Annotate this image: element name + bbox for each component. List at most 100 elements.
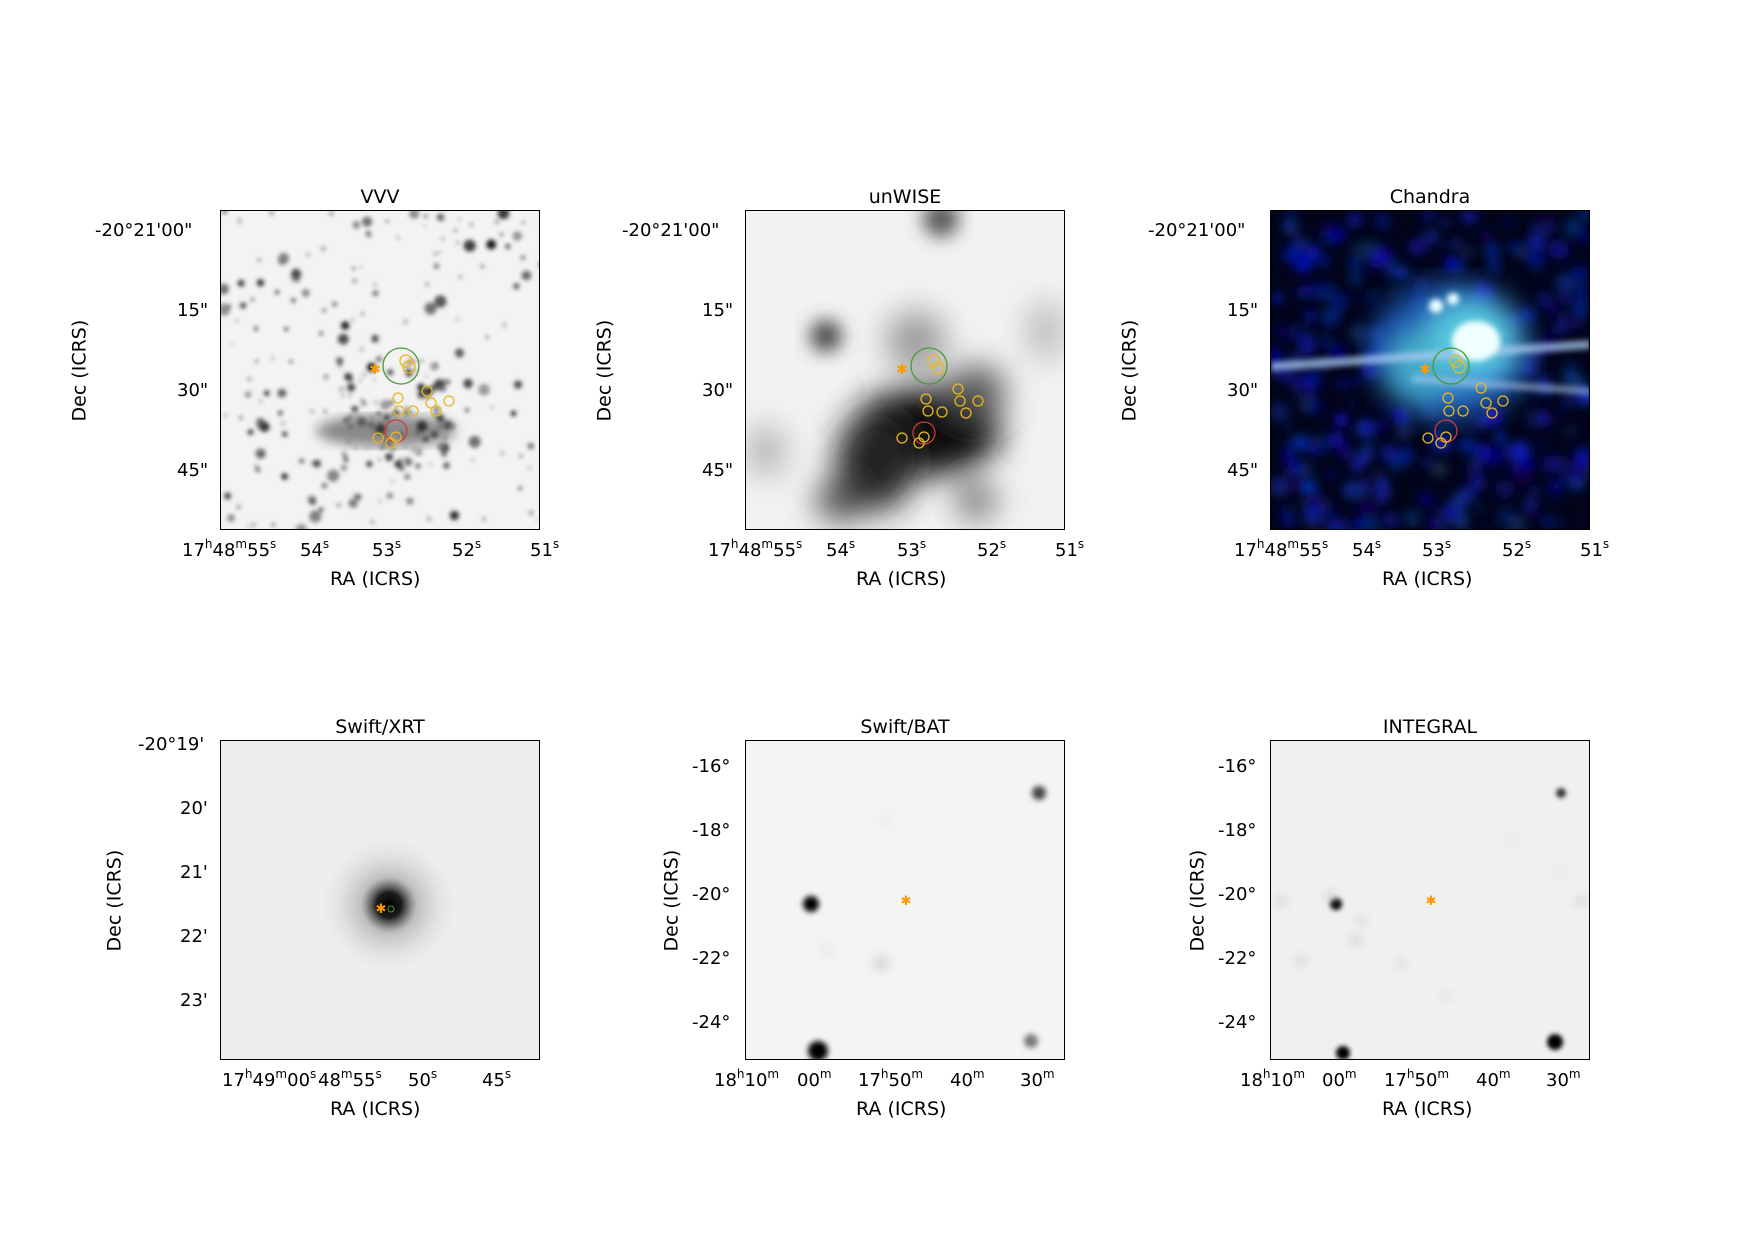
y-tick: -22° bbox=[1218, 948, 1257, 969]
star bbox=[449, 510, 460, 521]
noise-blob bbox=[1558, 519, 1565, 525]
star bbox=[433, 263, 440, 270]
noise-blob bbox=[1531, 485, 1540, 495]
noise-blob bbox=[1489, 244, 1496, 252]
noise-blob bbox=[1421, 456, 1433, 468]
star bbox=[419, 451, 423, 454]
star bbox=[430, 362, 439, 371]
star bbox=[518, 486, 523, 491]
x-tick: 40m bbox=[950, 1067, 985, 1091]
star bbox=[424, 214, 428, 218]
star bbox=[254, 326, 258, 331]
noise-blob bbox=[1558, 407, 1565, 415]
star bbox=[362, 216, 373, 227]
star bbox=[458, 217, 461, 221]
x-axis-label: RA (ICRS) bbox=[330, 568, 421, 590]
x-axis-label: RA (ICRS) bbox=[1382, 568, 1473, 590]
star bbox=[335, 357, 344, 365]
star bbox=[512, 231, 523, 241]
star bbox=[240, 302, 247, 309]
noise-blob bbox=[1318, 281, 1328, 290]
star bbox=[497, 211, 510, 220]
star bbox=[348, 498, 358, 508]
y-tick: -20°21'00" bbox=[622, 220, 720, 241]
noise-blob bbox=[1331, 295, 1349, 312]
star bbox=[424, 302, 437, 315]
noise-blob bbox=[1328, 431, 1345, 448]
star bbox=[341, 451, 347, 457]
star bbox=[227, 304, 231, 308]
noise-blob bbox=[1277, 330, 1284, 337]
star bbox=[519, 454, 523, 458]
star bbox=[352, 266, 356, 271]
noise-blob bbox=[1317, 500, 1324, 508]
noise-blob bbox=[1281, 503, 1296, 518]
star bbox=[406, 367, 411, 373]
star bbox=[237, 217, 241, 221]
star bbox=[427, 517, 431, 521]
y-tick: 45" bbox=[702, 460, 734, 481]
noise-blob bbox=[1327, 340, 1339, 351]
x-axis-label: RA (ICRS) bbox=[856, 568, 947, 590]
star bbox=[329, 212, 333, 215]
star bbox=[248, 377, 251, 381]
y-tick: -16° bbox=[692, 756, 731, 777]
noise-blob bbox=[1271, 294, 1276, 303]
noise-blob bbox=[1355, 336, 1365, 346]
star bbox=[299, 458, 305, 464]
noise-blob bbox=[1358, 448, 1372, 463]
star bbox=[321, 246, 326, 251]
star bbox=[482, 517, 486, 521]
star bbox=[227, 514, 235, 522]
star bbox=[503, 323, 506, 327]
noise-blob bbox=[1515, 245, 1530, 260]
y-tick: 23' bbox=[180, 990, 208, 1011]
star bbox=[438, 251, 441, 254]
star bbox=[246, 524, 250, 528]
star bbox=[310, 499, 316, 505]
star bbox=[486, 336, 489, 339]
noise-blob bbox=[1554, 455, 1569, 469]
noise-blob bbox=[1440, 217, 1450, 227]
x-tick: 17h48m55s bbox=[1234, 537, 1329, 561]
noise-blob bbox=[1349, 272, 1362, 285]
star bbox=[436, 213, 445, 222]
noise-blob bbox=[1368, 257, 1376, 265]
star bbox=[424, 224, 427, 227]
noise-blob bbox=[1307, 245, 1321, 259]
region-markers: ✱ bbox=[896, 347, 984, 449]
target-star-icon: ✱ bbox=[1426, 894, 1437, 909]
star bbox=[372, 290, 379, 297]
star bbox=[309, 510, 322, 523]
y-tick: 30" bbox=[177, 380, 209, 401]
star bbox=[528, 466, 531, 470]
star bbox=[529, 511, 533, 515]
star bbox=[374, 400, 378, 405]
star bbox=[251, 522, 256, 527]
noise-blob bbox=[1342, 481, 1362, 500]
noise-blob bbox=[1450, 492, 1470, 512]
noise-blob bbox=[1349, 258, 1362, 270]
noise-blob bbox=[1562, 394, 1576, 407]
star bbox=[354, 493, 362, 501]
noise-blob bbox=[1575, 286, 1589, 301]
star bbox=[341, 321, 350, 330]
star bbox=[362, 401, 366, 406]
noise-blob bbox=[1495, 479, 1514, 499]
star bbox=[406, 497, 414, 505]
noise-blob bbox=[1496, 507, 1516, 527]
star bbox=[351, 406, 358, 413]
noise-blob bbox=[1369, 291, 1378, 299]
star bbox=[521, 270, 532, 281]
x-axis-label: RA (ICRS) bbox=[1382, 1098, 1473, 1120]
noise-blob bbox=[1438, 519, 1448, 528]
y-tick: 30" bbox=[702, 380, 734, 401]
noise-blob bbox=[1271, 402, 1289, 422]
noise-blob bbox=[1574, 452, 1589, 469]
star bbox=[322, 309, 325, 313]
noise-blob bbox=[1557, 290, 1573, 305]
x-tick: 17h48m55s bbox=[182, 537, 277, 561]
noise-blob bbox=[1284, 481, 1295, 492]
star bbox=[439, 385, 446, 392]
noise-blob bbox=[1431, 462, 1447, 477]
